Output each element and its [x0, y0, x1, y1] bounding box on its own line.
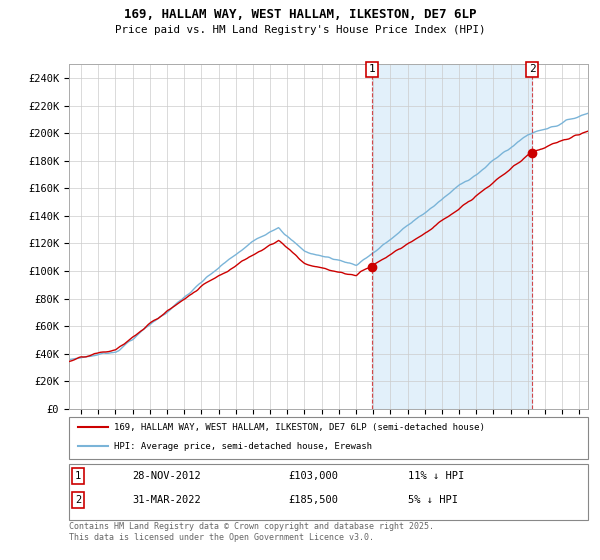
Text: 31-MAR-2022: 31-MAR-2022 [132, 495, 201, 505]
Text: 2: 2 [75, 495, 81, 505]
Text: 169, HALLAM WAY, WEST HALLAM, ILKESTON, DE7 6LP (semi-detached house): 169, HALLAM WAY, WEST HALLAM, ILKESTON, … [114, 423, 485, 432]
Text: HPI: Average price, semi-detached house, Erewash: HPI: Average price, semi-detached house,… [114, 442, 372, 451]
Text: 1: 1 [368, 64, 375, 74]
Text: 1: 1 [75, 471, 81, 481]
Text: £185,500: £185,500 [288, 495, 338, 505]
Bar [372, 64, 532, 409]
Text: 11% ↓ HPI: 11% ↓ HPI [408, 471, 464, 481]
Text: 28-NOV-2012: 28-NOV-2012 [132, 471, 201, 481]
Text: 169, HALLAM WAY, WEST HALLAM, ILKESTON, DE7 6LP: 169, HALLAM WAY, WEST HALLAM, ILKESTON, … [124, 8, 476, 21]
Text: Contains HM Land Registry data © Crown copyright and database right 2025.
This d: Contains HM Land Registry data © Crown c… [69, 522, 434, 542]
Text: 2: 2 [529, 64, 536, 74]
Text: £103,000: £103,000 [288, 471, 338, 481]
Text: Price paid vs. HM Land Registry's House Price Index (HPI): Price paid vs. HM Land Registry's House … [115, 25, 485, 35]
Text: 5% ↓ HPI: 5% ↓ HPI [408, 495, 458, 505]
